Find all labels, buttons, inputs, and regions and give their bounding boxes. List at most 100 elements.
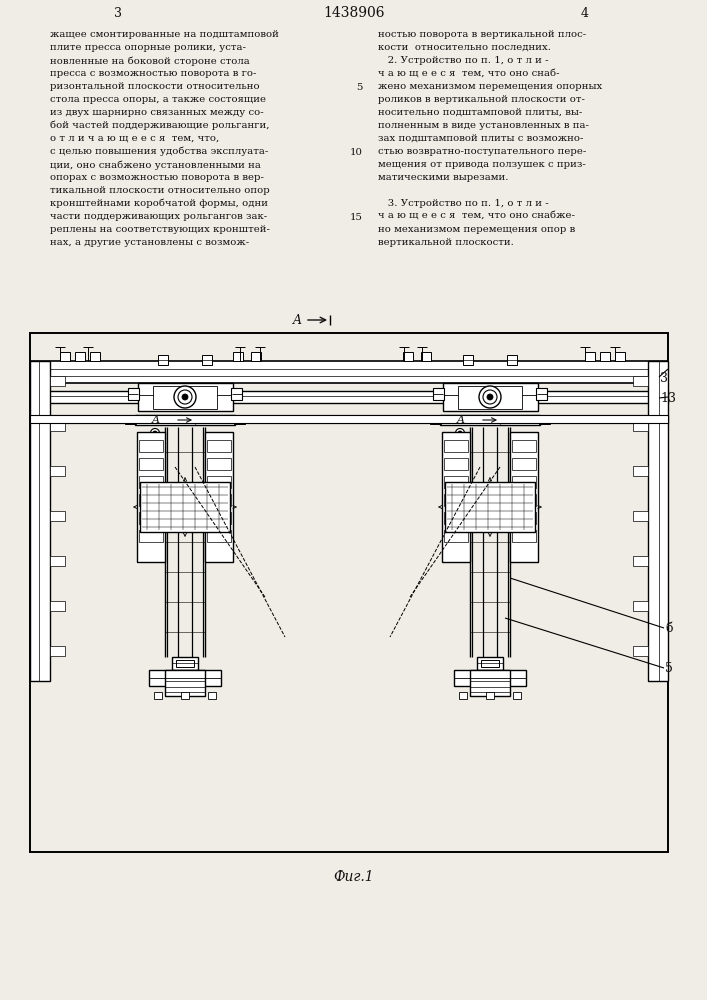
Bar	[137, 432, 165, 562]
Bar	[615, 352, 625, 361]
Text: бой частей поддерживающие рольганги,: бой частей поддерживающие рольганги,	[50, 121, 269, 130]
Text: A: A	[457, 415, 465, 425]
Bar	[50, 466, 65, 476]
Bar	[172, 657, 198, 670]
Text: 2. Устройство по п. 1, о т л и -: 2. Устройство по п. 1, о т л и -	[378, 56, 549, 65]
Bar	[403, 352, 413, 361]
Text: с целью повышения удобства эксплуата-: с целью повышения удобства эксплуата-	[50, 147, 268, 156]
Text: Фиг.1: Фиг.1	[334, 870, 374, 884]
Text: ризонтальной плоскости относительно: ризонтальной плоскости относительно	[50, 82, 259, 91]
Bar	[50, 376, 65, 386]
Text: вертикальной плоскости.: вертикальной плоскости.	[378, 238, 514, 247]
Bar	[30, 391, 668, 403]
Circle shape	[483, 390, 497, 404]
Bar	[125, 416, 136, 424]
Bar	[600, 352, 610, 361]
Text: ции, оно снабжено установленными на: ции, оно снабжено установленными на	[50, 160, 261, 169]
Bar	[139, 458, 163, 470]
Circle shape	[455, 428, 464, 438]
Bar	[30, 361, 50, 681]
Circle shape	[153, 431, 157, 435]
Bar	[140, 482, 230, 532]
Bar	[444, 494, 468, 506]
Bar	[30, 333, 668, 852]
Bar	[207, 512, 231, 524]
Bar	[50, 421, 65, 431]
Bar	[454, 670, 526, 686]
Bar	[443, 383, 538, 411]
Text: матическими вырезами.: матическими вырезами.	[378, 173, 508, 182]
Text: стола пресса опоры, а также состоящие: стола пресса опоры, а также состоящие	[50, 95, 266, 104]
Text: полненным в виде установленных в па-: полненным в виде установленных в па-	[378, 121, 589, 130]
Text: кронштейнами коробчатой формы, одни: кронштейнами коробчатой формы, одни	[50, 199, 268, 209]
Bar	[539, 416, 550, 424]
Bar	[430, 416, 441, 424]
Text: зах подштамповой плиты с возможно-: зах подштамповой плиты с возможно-	[378, 134, 583, 143]
Bar	[459, 692, 467, 699]
Text: плите пресса опорные ролики, уста-: плите пресса опорные ролики, уста-	[50, 43, 246, 52]
Bar	[633, 466, 648, 476]
Bar	[75, 352, 85, 361]
Text: 4: 4	[581, 7, 589, 20]
Circle shape	[151, 428, 160, 438]
Bar	[458, 386, 522, 409]
Text: 5: 5	[665, 662, 673, 674]
Bar	[633, 511, 648, 521]
Text: 3: 3	[114, 7, 122, 20]
Bar	[181, 692, 189, 699]
Bar	[486, 692, 494, 699]
Bar	[444, 440, 468, 452]
Text: A: A	[152, 415, 160, 425]
Bar	[154, 692, 162, 699]
Bar	[513, 692, 521, 699]
Bar	[633, 646, 648, 656]
Bar	[507, 355, 517, 365]
Bar	[477, 657, 503, 670]
Text: ч а ю щ е е с я  тем, что оно снабже-: ч а ю щ е е с я тем, что оно снабже-	[378, 212, 575, 221]
Bar	[234, 416, 245, 424]
Bar	[440, 415, 540, 425]
Bar	[139, 440, 163, 452]
Bar	[648, 361, 668, 681]
Bar	[139, 476, 163, 488]
Text: 5: 5	[356, 83, 363, 92]
Text: реплены на соответствующих кронштей-: реплены на соответствующих кронштей-	[50, 225, 270, 234]
Circle shape	[182, 394, 188, 400]
Bar	[233, 352, 243, 361]
Bar	[50, 556, 65, 566]
Bar	[176, 660, 194, 667]
Text: ностью поворота в вертикальной плос-: ностью поворота в вертикальной плос-	[378, 30, 586, 39]
Bar	[207, 440, 231, 452]
Text: 15: 15	[350, 213, 363, 222]
Bar	[139, 530, 163, 542]
Bar	[50, 601, 65, 611]
Bar	[139, 494, 163, 506]
Bar	[536, 388, 547, 400]
Bar	[444, 530, 468, 542]
Bar	[512, 440, 536, 452]
Bar	[128, 388, 139, 400]
Bar	[50, 646, 65, 656]
Bar	[90, 352, 100, 361]
Bar	[512, 494, 536, 506]
Bar	[208, 692, 216, 699]
Bar	[30, 415, 668, 423]
Bar	[251, 352, 261, 361]
Text: 3. Устройство по п. 1, о т л и -: 3. Устройство по п. 1, о т л и -	[378, 199, 549, 208]
Bar	[139, 512, 163, 524]
Bar	[207, 458, 231, 470]
Text: кости  относительно последних.: кости относительно последних.	[378, 43, 551, 52]
Bar	[207, 530, 231, 542]
Text: но механизмом перемещения опор в: но механизмом перемещения опор в	[378, 225, 575, 234]
Bar	[60, 352, 70, 361]
Bar	[512, 458, 536, 470]
Bar	[633, 601, 648, 611]
Bar	[433, 388, 444, 400]
Text: пресса с возможностью поворота в го-: пресса с возможностью поворота в го-	[50, 69, 257, 78]
Bar	[153, 386, 217, 409]
Text: нах, а другие установлены с возмож-: нах, а другие установлены с возмож-	[50, 238, 249, 247]
Text: стью возвратно-поступательного пере-: стью возвратно-поступательного пере-	[378, 147, 586, 156]
Bar	[205, 432, 233, 562]
Bar	[444, 512, 468, 524]
Text: A: A	[293, 314, 302, 326]
